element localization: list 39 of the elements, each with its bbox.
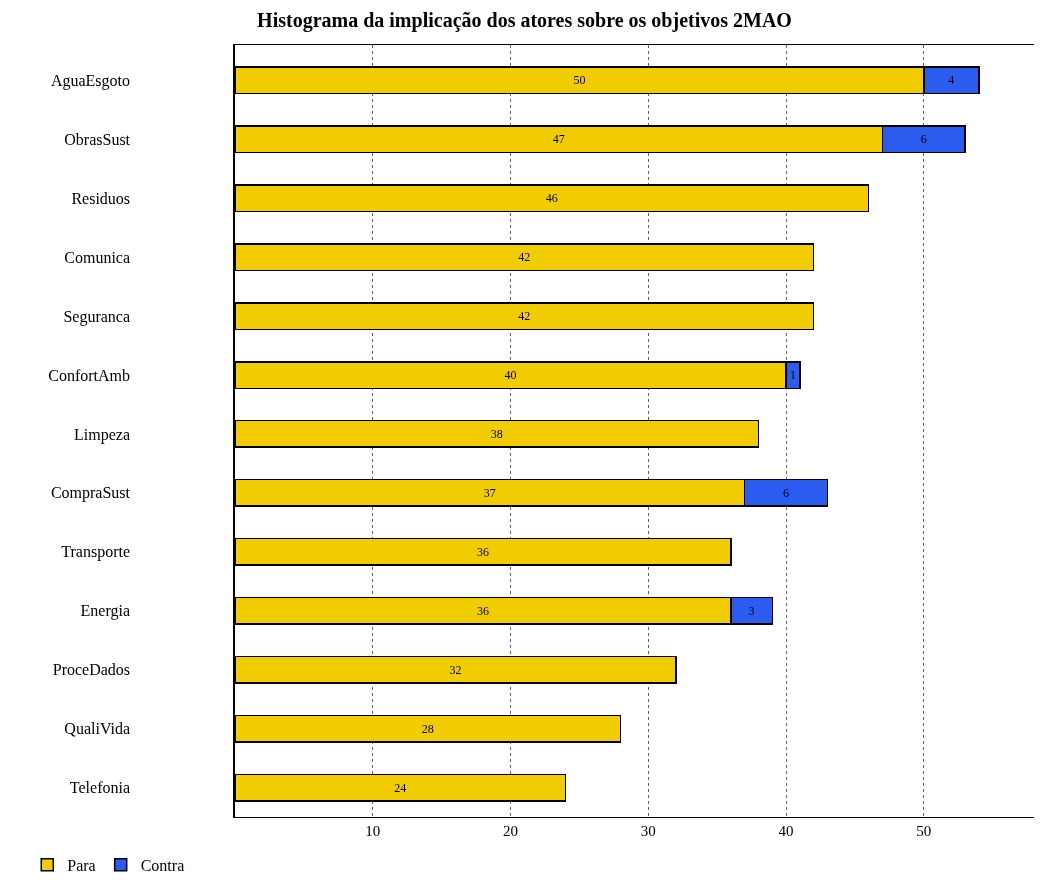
data-label: 40 <box>504 368 517 383</box>
data-label: 47 <box>552 132 565 147</box>
x-tick-label: 20 <box>503 823 519 839</box>
data-label: 32 <box>449 662 462 677</box>
x-tick-label: 10 <box>365 823 381 839</box>
y-tick-label: Limpeza <box>74 425 131 444</box>
y-tick-label: CompraSust <box>50 484 131 503</box>
data-label: 4 <box>948 73 955 88</box>
data-label: 36 <box>476 603 489 618</box>
y-tick-label: ProceDados <box>52 661 131 679</box>
data-label: 24 <box>394 780 407 795</box>
y-tick-label: Residuos <box>71 189 131 207</box>
data-label: 6 <box>920 132 927 147</box>
y-tick-label: QualiVida <box>64 720 131 738</box>
x-tick-label: 50 <box>916 823 932 839</box>
data-label: 50 <box>573 73 586 88</box>
y-tick-label: Energia <box>80 602 131 621</box>
data-label: 46 <box>545 191 558 206</box>
x-tick-label: 30 <box>640 823 656 839</box>
y-tick-label: ObrasSust <box>64 130 131 148</box>
data-label: 38 <box>490 426 503 441</box>
chart-title: Histograma da implicação dos atores sobre os objetivos 2MAO <box>257 9 792 33</box>
data-label: 42 <box>518 309 531 324</box>
y-tick-label: Transporte <box>61 543 131 562</box>
data-label: 36 <box>476 544 489 559</box>
y-tick-label: AguaEsgoto <box>50 71 131 90</box>
data-label: 28 <box>421 721 434 736</box>
legend-label: Contra <box>140 857 185 875</box>
data-label: 3 <box>748 603 755 618</box>
data-label: 1 <box>789 368 796 383</box>
y-tick-label: Seguranca <box>63 307 131 326</box>
x-tick-label: 40 <box>778 823 794 839</box>
y-tick-label: Telefonia <box>69 779 131 797</box>
legend-label: Para <box>67 857 96 875</box>
y-tick-label: Comunica <box>64 248 131 266</box>
data-label: 6 <box>783 485 790 500</box>
y-tick-label: ConfortAmb <box>48 366 131 384</box>
data-label: 42 <box>518 250 531 265</box>
data-label: 37 <box>483 485 496 500</box>
